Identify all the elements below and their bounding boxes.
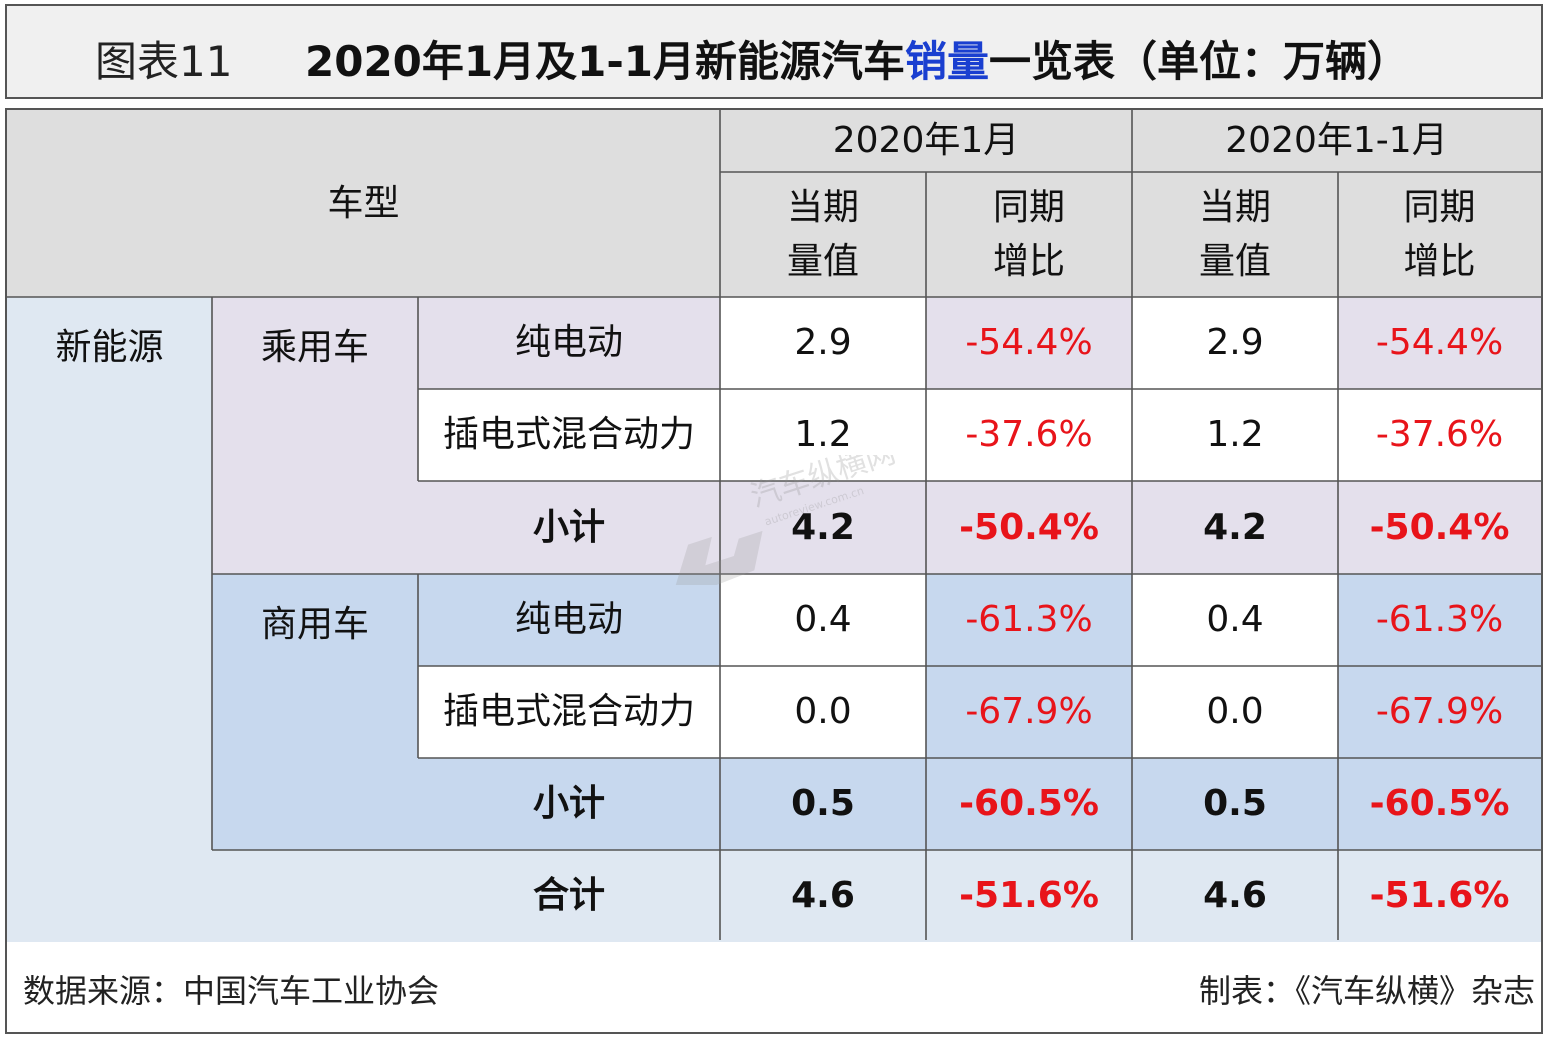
value-cell: 2.9 [720,297,926,389]
growth-cell: -61.3% [1338,574,1541,666]
header-ytd-growth-l2: 增比 [1403,240,1476,282]
header-jan-growth-l2: 增比 [992,240,1065,282]
value-cell: 0.4 [720,574,926,666]
value-cell: 0.4 [1132,574,1338,666]
header-ytd-growth-l1: 同期 [1403,186,1476,228]
row-label: 插电式混合动力 [418,666,720,758]
value-cell: 4.6 [720,850,926,942]
sales-table: 车型 2020年1月 2020年1-1月 当期 量值 同期 增比 当期 量值 同… [5,108,1543,942]
growth-cell: -67.9% [926,666,1132,758]
value-cell: 0.5 [1132,758,1338,850]
category-new-energy: 新能源 [7,297,212,850]
growth-cell: -60.5% [1338,758,1541,850]
header-jan-value: 当期 量值 [720,172,926,297]
growth-cell: -37.6% [1338,389,1541,481]
header-jan-growth-l1: 同期 [992,186,1065,228]
total-row-spacer [7,850,418,942]
growth-cell: -51.6% [926,850,1132,942]
header-ytd-value-l2: 量值 [1198,240,1271,282]
value-cell: 2.9 [1132,297,1338,389]
header-jan-value-l2: 量值 [786,240,859,282]
value-cell: 4.2 [720,481,926,574]
table-title: 2020年1月及1-1月新能源汽车销量一览表（单位：万辆） [305,28,1409,89]
value-cell: 0.5 [720,758,926,850]
value-cell: 0.0 [1132,666,1338,758]
footer: 数据来源：中国汽车工业协会 制表：《汽车纵横》杂志 [5,942,1543,1034]
title-suffix: 一览表（单位：万辆） [989,37,1410,86]
growth-cell: -54.4% [926,297,1132,389]
title-bar: 图表11 2020年1月及1-1月新能源汽车销量一览表（单位：万辆） [5,4,1543,99]
grid-lines [7,110,1541,940]
growth-cell: -51.6% [1338,850,1541,942]
subtotal-label: 小计 [418,481,720,574]
header-ytd-growth: 同期 增比 [1338,172,1541,297]
value-cell: 1.2 [720,389,926,481]
group-commercial: 商用车 [212,574,418,850]
data-source: 数据来源：中国汽车工业协会 [23,972,440,1010]
header-period-jan: 2020年1月 [720,110,1132,172]
header-period-ytd: 2020年1-1月 [1132,110,1541,172]
title-prefix: 2020年1月及1-1月新能源汽车 [305,37,905,86]
growth-cell: -61.3% [926,574,1132,666]
value-cell: 1.2 [1132,389,1338,481]
row-label: 纯电动 [418,297,720,389]
header-ytd-value-l1: 当期 [1198,186,1271,228]
value-cell: 4.2 [1132,481,1338,574]
value-cell: 0.0 [720,666,926,758]
total-label: 合计 [418,850,720,942]
growth-cell: -54.4% [1338,297,1541,389]
growth-cell: -50.4% [926,481,1132,574]
title-highlight: 销量 [905,37,990,86]
row-label: 纯电动 [418,574,720,666]
header-vehicle-type: 车型 [7,110,720,297]
header-ytd-value: 当期 量值 [1132,172,1338,297]
growth-cell: -60.5% [926,758,1132,850]
growth-cell: -37.6% [926,389,1132,481]
subtotal-label: 小计 [418,758,720,850]
group-passenger: 乘用车 [212,297,418,574]
row-label: 插电式混合动力 [418,389,720,481]
growth-cell: -67.9% [1338,666,1541,758]
header-jan-value-l1: 当期 [786,186,859,228]
header-jan-growth: 同期 增比 [926,172,1132,297]
figure-label: 图表11 [95,37,233,86]
table-maker: 制表：《汽车纵横》杂志 [1198,972,1535,1010]
growth-cell: -50.4% [1338,481,1541,574]
value-cell: 4.6 [1132,850,1338,942]
